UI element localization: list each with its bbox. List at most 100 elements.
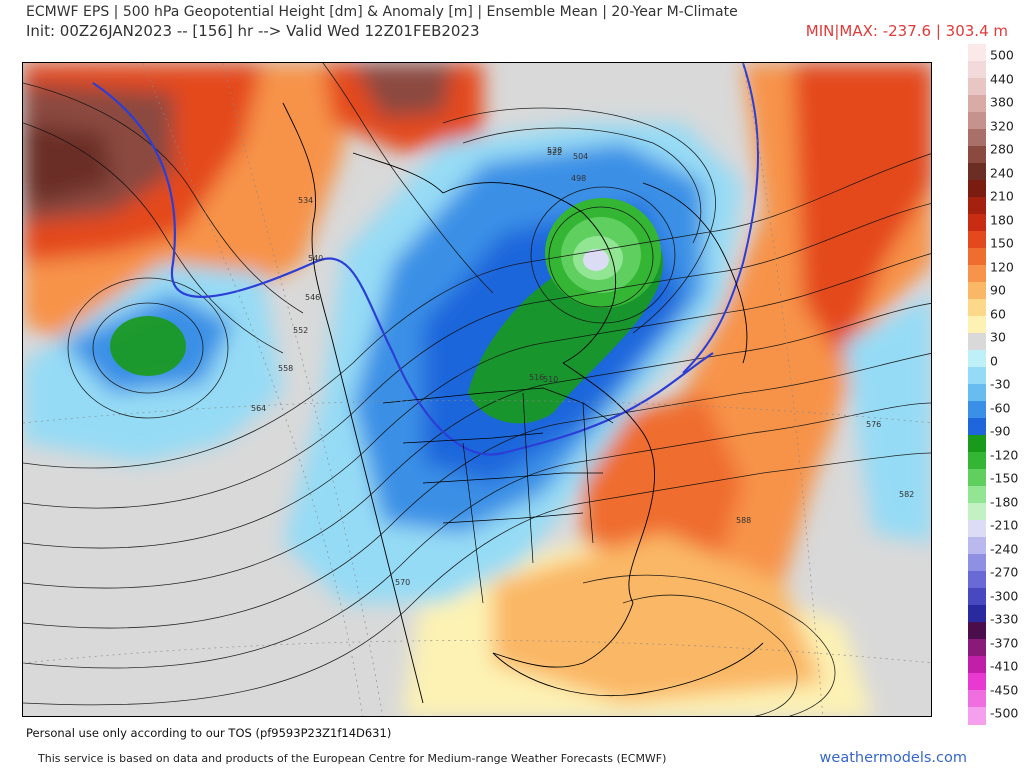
map-canvas: 522 528 534 540 546 552 558 564 570 576 … (23, 63, 931, 716)
colorbar-swatch (968, 333, 986, 351)
colorbar-swatch (968, 231, 986, 249)
colorbar-swatch (968, 61, 986, 79)
colorbar-label: 120 (990, 259, 1014, 274)
colorbar-label: 180 (990, 212, 1014, 227)
colorbar-label: -270 (990, 564, 1019, 580)
colorbar-label: -330 (990, 611, 1019, 627)
colorbar-label: -210 (990, 517, 1019, 533)
colorbar-swatch (968, 146, 986, 164)
ecmwf-credit: This service is based on data and produc… (38, 752, 667, 765)
colorbar-label: -60 (990, 400, 1011, 415)
borders (382, 387, 614, 604)
low-anomaly-pacific (110, 316, 186, 376)
colorbar-swatch (968, 656, 986, 674)
contour-label: 498 (571, 174, 586, 183)
colorbar-label: -300 (990, 588, 1019, 603)
colorbar-swatch (968, 197, 986, 215)
colorbar-swatch (968, 435, 986, 453)
colorbar-label: 0 (990, 353, 998, 368)
colorbar-label: 320 (990, 118, 1014, 133)
colorbar-swatch (968, 673, 986, 691)
contour-label: 558 (278, 364, 293, 373)
colorbar-label: 90 (990, 282, 1006, 298)
colorbar-swatch (968, 571, 986, 589)
colorbar-swatch (968, 707, 986, 725)
colorbar-swatch (968, 129, 986, 147)
anomaly-zero-line-east (682, 63, 759, 374)
colorbar-swatch (968, 299, 986, 317)
contour-label: 552 (293, 326, 308, 335)
colorbar-swatch (968, 384, 986, 402)
colorbar-label: -370 (990, 635, 1019, 650)
colorbar-label: -240 (990, 541, 1019, 556)
contour-label: 576 (866, 420, 881, 429)
contour-label: 504 (573, 152, 588, 161)
colorbar-label: 30 (990, 329, 1006, 345)
tos-notice: Personal use only according to our TOS (… (26, 726, 392, 740)
colorbar-swatch (968, 367, 986, 385)
contour-label: 570 (395, 578, 410, 587)
map-title: ECMWF EPS | 500 hPa Geopotential Height … (26, 4, 738, 20)
colorbar-label: -150 (990, 470, 1019, 486)
colorbar-label: 440 (990, 71, 1014, 86)
colorbar-swatch (968, 44, 986, 62)
colorbar-swatch (968, 588, 986, 606)
contour-label: 582 (899, 490, 914, 499)
colorbar-swatch (968, 316, 986, 334)
contour-label: 564 (251, 404, 266, 413)
colorbar-label: 380 (990, 94, 1014, 110)
min-max-readout: MIN|MAX: -237.6 | 303.4 m (805, 22, 1008, 40)
colorbar-label: 150 (990, 235, 1014, 251)
colorbar-swatch (968, 95, 986, 113)
colorbar-swatch (968, 112, 986, 130)
colorbar-label: -410 (990, 658, 1019, 674)
contour-label: 522 (547, 148, 562, 157)
colorbar-label: 210 (990, 188, 1014, 204)
contour-label: 516 (529, 373, 544, 382)
colorbar-label: 240 (990, 165, 1014, 180)
coastlines (282, 102, 764, 704)
height-contours (23, 63, 931, 716)
colorbar-label: -180 (990, 494, 1019, 509)
colorbar-swatch (968, 401, 986, 419)
contour-label: 528 (547, 146, 562, 155)
colorbar-swatch (968, 486, 986, 504)
site-link[interactable]: weathermodels.com (819, 750, 967, 766)
anomaly-colorbar: 500 440 380 320 280 240 210 180 150 120 90 60 30 0 -30… (968, 44, 1020, 725)
colorbar-label: 500 (990, 47, 1014, 63)
colorbar-swatch (968, 248, 986, 266)
colorbar-label: 60 (990, 306, 1006, 321)
colorbar-swatch (968, 78, 986, 96)
colorbar-swatch (968, 537, 986, 555)
contour-label: 546 (305, 293, 320, 302)
contour-label: 510 (543, 375, 558, 384)
colorbar-swatch (968, 265, 986, 283)
colorbar-swatch (968, 282, 986, 300)
colorbar-swatch (968, 503, 986, 521)
contour-label: 540 (308, 254, 323, 263)
colorbar-label: -450 (990, 682, 1019, 697)
colorbar-swatch (968, 520, 986, 538)
colorbar-swatch (968, 452, 986, 470)
init-valid-time: Init: 00Z26JAN2023 -- [156] hr --> Valid… (26, 22, 480, 40)
colorbar-swatch (968, 350, 986, 368)
colorbar-swatch (968, 605, 986, 623)
contour-label: 588 (736, 516, 751, 525)
colorbar-swatch (968, 180, 986, 198)
colorbar-label: 280 (990, 141, 1014, 157)
colorbar-swatch (968, 418, 986, 436)
graticule (23, 63, 931, 716)
colorbar-swatch (968, 163, 986, 181)
colorbar-label: -500 (990, 705, 1019, 721)
colorbar-swatch (968, 554, 986, 572)
colorbar-swatch (968, 469, 986, 487)
colorbar-swatch (968, 639, 986, 657)
anomaly-map: 522 528 534 540 546 552 558 564 570 576 … (22, 62, 932, 717)
anomaly-zero-line (92, 82, 714, 456)
colorbar-swatch (968, 622, 986, 640)
colorbar-swatch (968, 690, 986, 708)
colorbar-label: -120 (990, 447, 1019, 462)
colorbar-swatch (968, 214, 986, 232)
colorbar-label: -30 (990, 376, 1011, 392)
contour-label: 534 (298, 196, 313, 205)
